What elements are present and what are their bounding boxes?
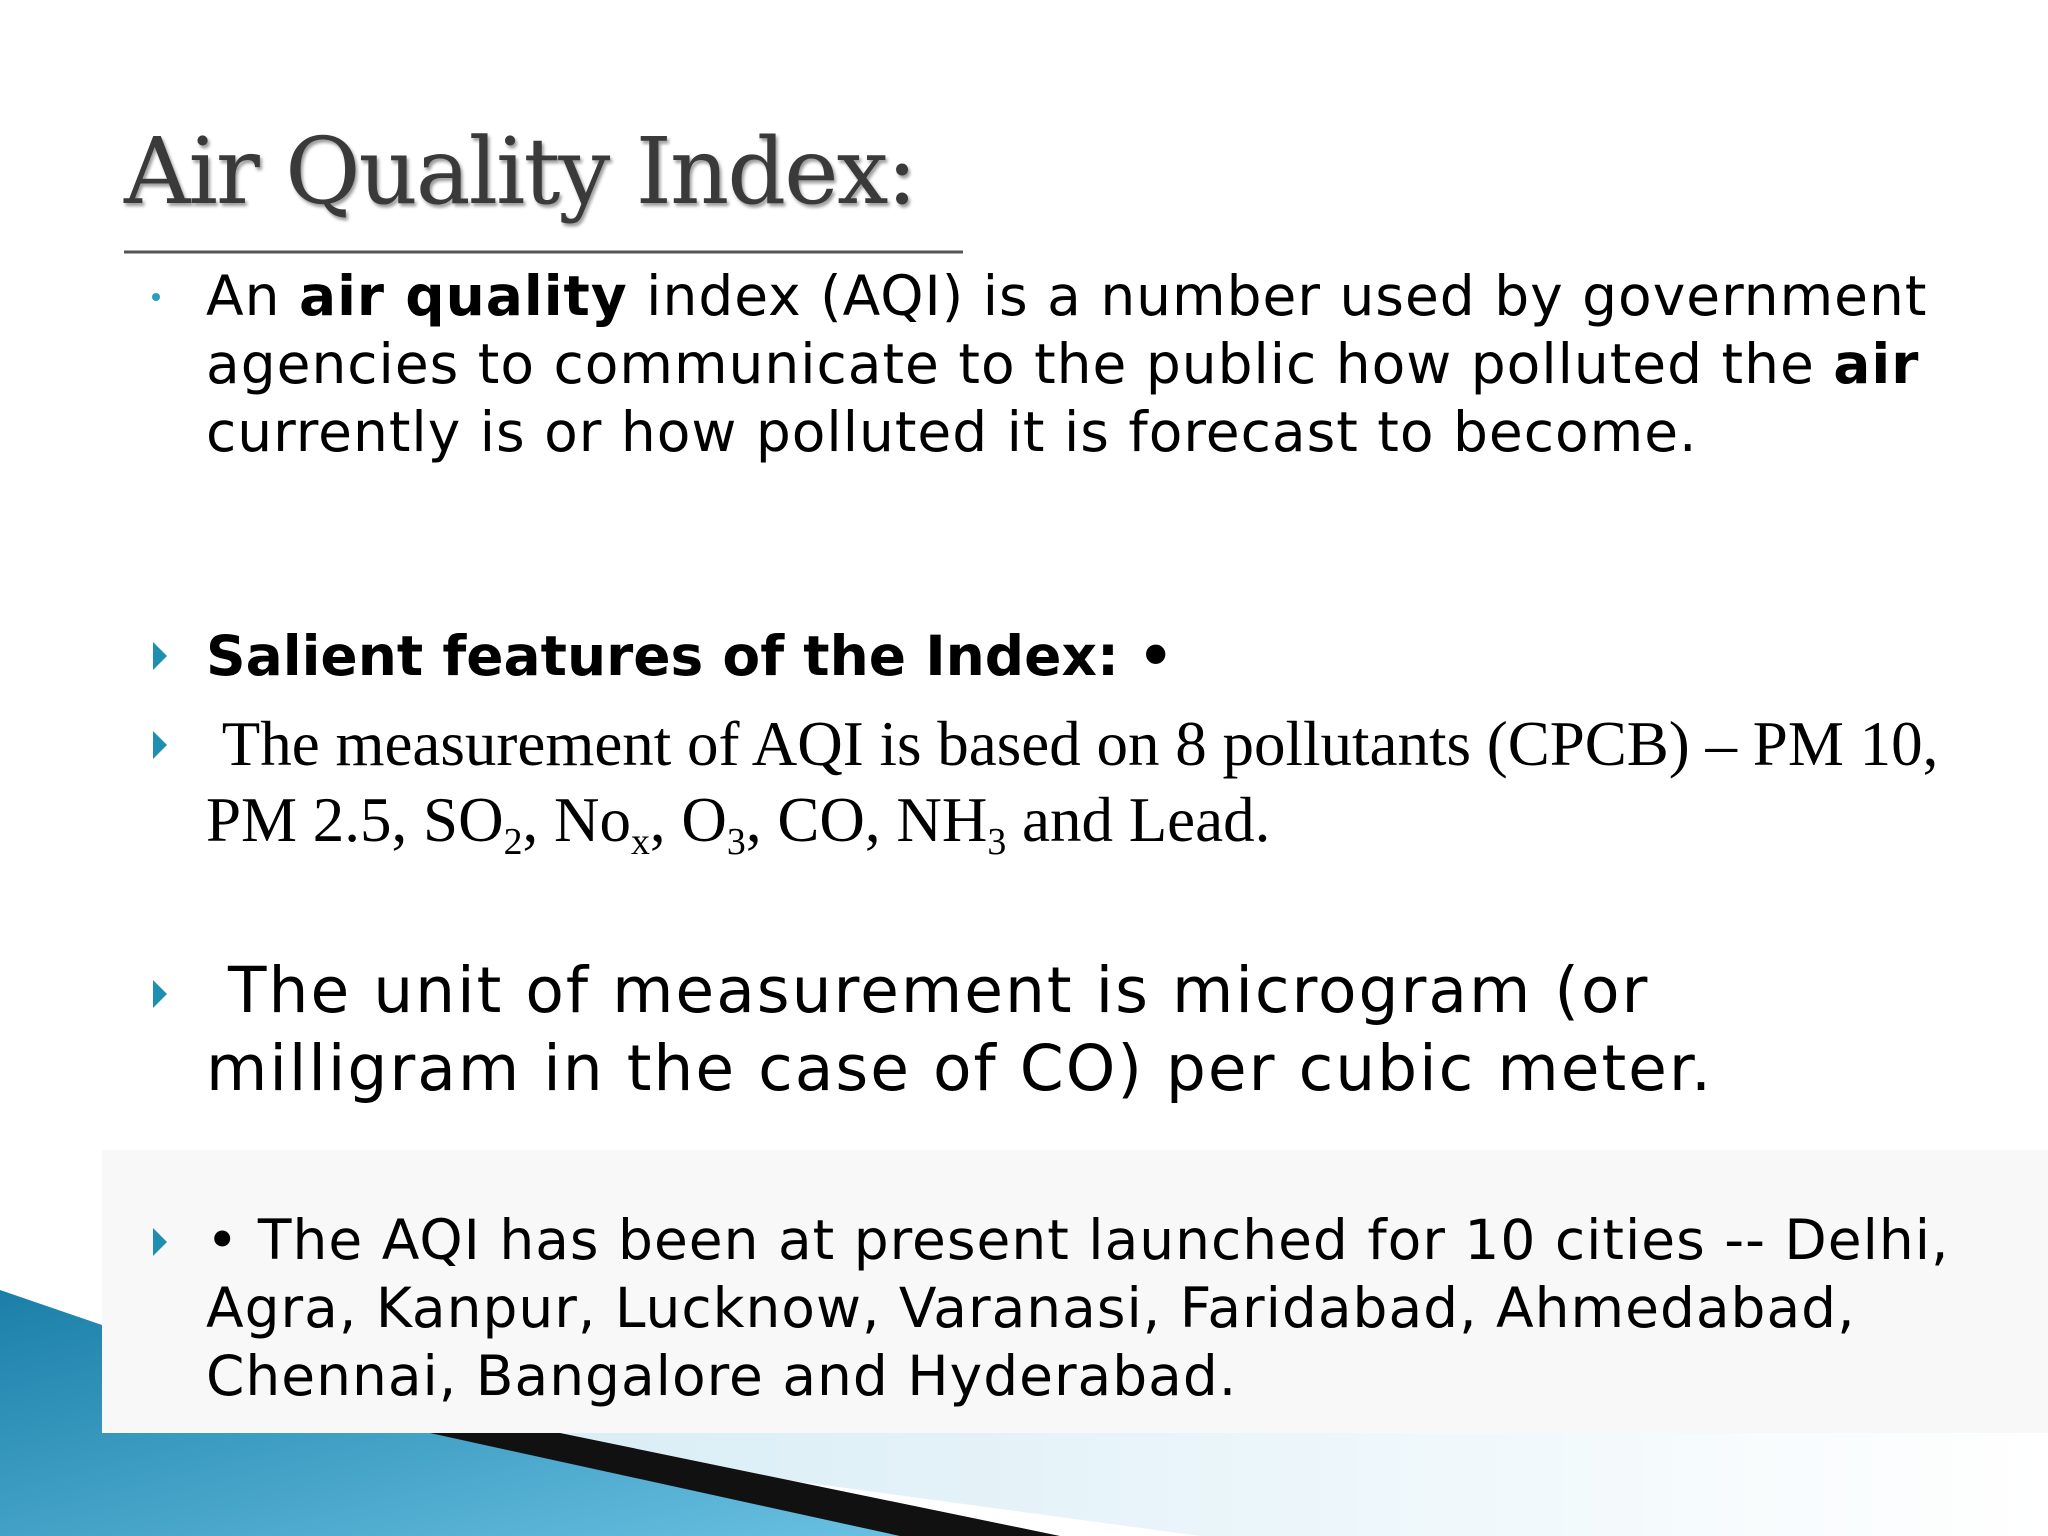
- subscript: 2: [503, 821, 523, 864]
- text: • The AQI has been at present launched f…: [206, 1208, 1950, 1408]
- bullet-arrow: [153, 642, 167, 670]
- bullet-text: An air quality index (AQI) is a number u…: [206, 262, 1986, 466]
- text: , CO, NH: [745, 785, 988, 855]
- bullet-arrow: [153, 731, 167, 759]
- bullet-text: The unit of measurement is microgram (or…: [206, 952, 1926, 1108]
- bold-text: air: [1833, 332, 1920, 396]
- bullet-arrow: [153, 980, 167, 1008]
- blue-wedge: [0, 1290, 980, 1536]
- bullet-text: • The AQI has been at present launched f…: [206, 1206, 1966, 1410]
- bullet-dot: [152, 293, 160, 301]
- bullet-text: Salient features of the Index: •: [206, 622, 1906, 690]
- bullet-text: The measurement of AQI is based on 8 pol…: [206, 706, 1966, 880]
- subscript: x: [631, 821, 650, 864]
- bold-text: air quality: [298, 264, 628, 328]
- text: The unit of measurement is microgram (or…: [206, 954, 1714, 1105]
- text: Salient features of the Index: •: [206, 624, 1174, 688]
- text: , O: [649, 785, 727, 855]
- slide-title: Air Quality Index:: [124, 118, 917, 225]
- text: An: [206, 264, 299, 328]
- subscript: 3: [726, 821, 746, 864]
- text: The measurement of AQI is based on 8 pol…: [206, 709, 1939, 855]
- bullet-arrow: [153, 1228, 167, 1256]
- text: and Lead.: [1006, 785, 1271, 855]
- dark-stripe: [430, 1433, 1060, 1536]
- subscript: 3: [987, 821, 1007, 864]
- text: , No: [522, 785, 632, 855]
- content-shade: [102, 1150, 2048, 1433]
- text: currently is or how polluted it is forec…: [206, 400, 1698, 464]
- light-band: [440, 1433, 2048, 1536]
- text: index (AQI) is a number used by governme…: [206, 264, 1928, 396]
